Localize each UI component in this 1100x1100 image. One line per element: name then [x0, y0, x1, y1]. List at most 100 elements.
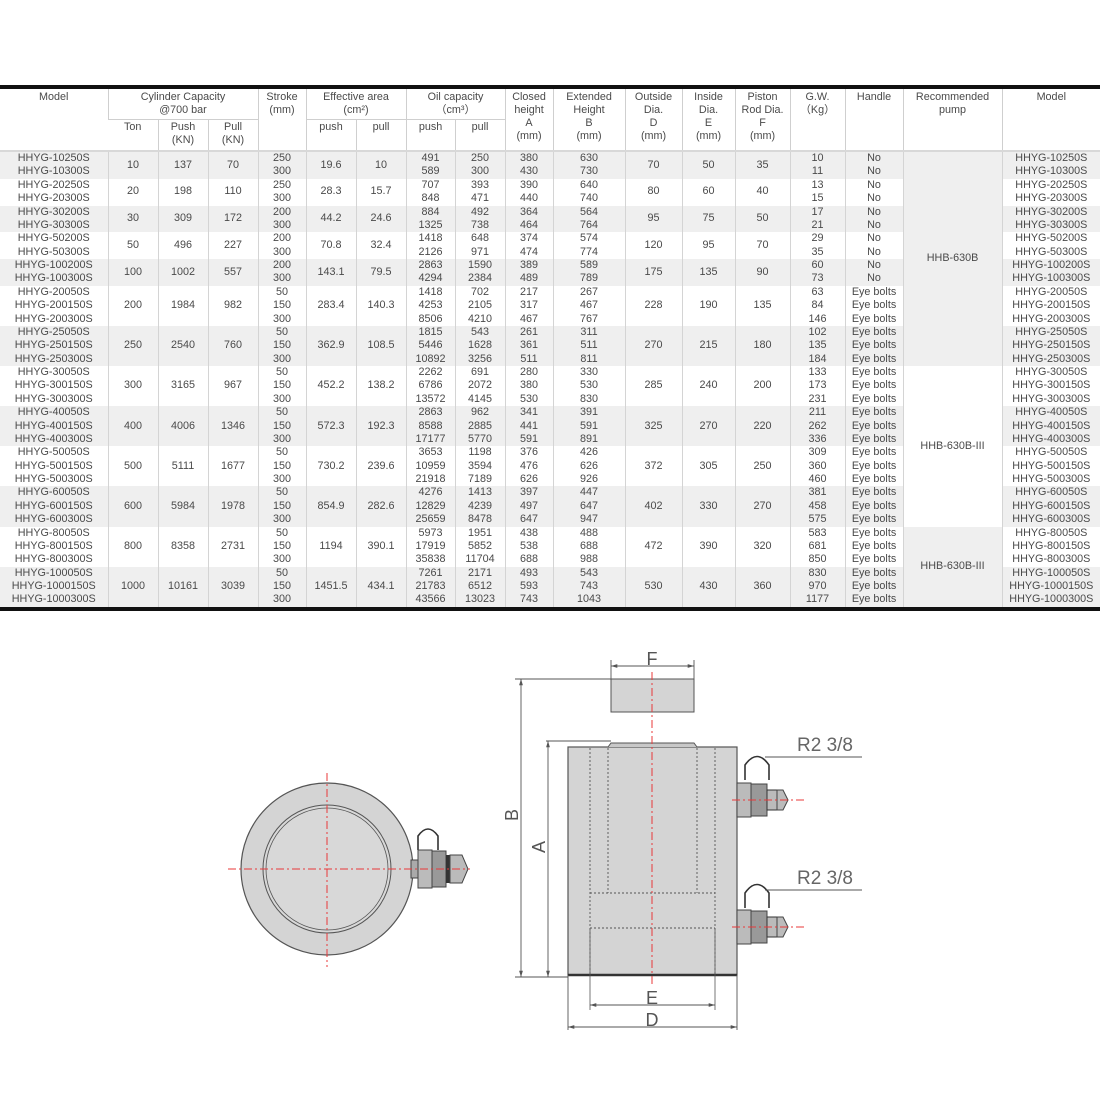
closed-height-cell-line: 493 [520, 566, 539, 579]
model-cell: HHYG-30200S HHYG-30300S [0, 205, 108, 233]
handle-cell-line: Eye bolts [851, 499, 897, 512]
table-row-group: HHYG-25050S HHYG-250150S HHYG-250300S 250 25… [0, 325, 1100, 366]
gross-weight-cell: 60 73 [789, 259, 846, 286]
gross-weight-cell-line: 830 [808, 566, 827, 579]
model-cell-line: HHYG-60050S [17, 486, 90, 499]
oil-pull-cell: 1590 2384 [454, 259, 506, 286]
oil-push-cell-line: 35838 [415, 553, 446, 566]
inside-dia-cell: 135 [681, 259, 736, 286]
extended-height-cell-line: 564 [580, 205, 599, 218]
handle-cell-line: Eye bolts [851, 379, 897, 392]
piston-rod-dia-cell: 135 [734, 285, 791, 326]
handle-cell-line: Eye bolts [851, 312, 897, 325]
extended-height-cell-line: 574 [580, 232, 599, 245]
oil-pull-cell-line: 393 [471, 178, 490, 191]
extended-height-cell: 589 789 [552, 259, 626, 286]
dimension-label-f: F [647, 649, 658, 669]
header-push-kn: Push (KN) [157, 119, 208, 151]
model-right-cell: HHYG-40050S HHYG-400150S HHYG-400300S [1001, 406, 1100, 447]
handle-cell-line: No [867, 259, 881, 271]
stroke-cell-line: 150 [273, 499, 292, 512]
model-right-cell-line: HHYG-50050S [1015, 446, 1088, 459]
oil-pull-cell: 250 300 [454, 151, 506, 179]
oil-push-cell: 1418 2126 [405, 232, 456, 259]
closed-height-cell: 341 441 591 [504, 406, 554, 447]
outside-dia-cell: 372 [624, 446, 683, 487]
effective-push-cell: 44.2 [305, 205, 357, 233]
oil-pull-cell-line: 7189 [468, 473, 493, 485]
model-cell: HHYG-20250S HHYG-20300S [0, 178, 108, 206]
closed-height-cell-line: 390 [520, 178, 539, 191]
stroke-cell-line: 150 [273, 339, 292, 352]
extended-height-cell: 543 743 1043 [552, 566, 626, 609]
stroke-cell: 200 300 [257, 232, 307, 259]
model-right-cell-line: HHYG-80050S [1015, 526, 1088, 539]
table-row-group: HHYG-100200S HHYG-100300S 100 1002 557 200 300… [0, 259, 1100, 286]
effective-push-cell: 452.2 [305, 366, 357, 407]
extended-height-cell: 447 647 947 [552, 486, 626, 527]
model-right-cell-line: HHYG-400150S [1012, 419, 1091, 432]
oil-push-cell-line: 21783 [415, 580, 446, 592]
model-cell-line: HHYG-20300S [17, 192, 90, 205]
gross-weight-cell: 63 84 146 [789, 285, 846, 326]
oil-pull-cell-line: 4145 [468, 392, 493, 405]
handle-cell: No No [844, 205, 904, 233]
oil-push-cell-line: 12829 [415, 499, 446, 512]
push-kn-cell: 137 [157, 151, 208, 179]
effective-push-cell: 362.9 [305, 325, 357, 366]
inside-dia-cell: 60 [681, 178, 736, 206]
model-cell-line: HHYG-500150S [14, 459, 93, 472]
oil-pull-cell: 691 2072 4145 [454, 366, 506, 407]
ton-cell: 800 [107, 526, 158, 567]
closed-height-cell-line: 538 [520, 539, 539, 552]
model-right-cell: HHYG-30200S HHYG-30300S [1001, 205, 1100, 233]
header-effective-area: Effective area (cm²) [305, 87, 407, 120]
gross-weight-cell: 830 970 1177 [789, 566, 846, 609]
oil-pull-cell: 1413 4239 8478 [454, 486, 506, 527]
closed-height-cell-line: 389 [520, 259, 539, 271]
stroke-cell-line: 300 [273, 473, 292, 485]
oil-push-cell-line: 848 [421, 192, 440, 205]
header-model: Model [39, 91, 69, 103]
header-cylinder-capacity: Cylinder Capacity @700 bar [107, 87, 259, 120]
header-piston-rod-dia: Piston Rod Dia. F (mm) [734, 87, 791, 151]
model-right-cell-line: HHYG-300300S [1012, 392, 1091, 405]
closed-height-cell-line: 341 [520, 406, 539, 419]
model-right-cell: HHYG-80050S HHYG-800150S HHYG-800300S [1001, 526, 1100, 567]
model-cell-line: HHYG-50050S [17, 446, 90, 459]
handle-cell-line: Eye bolts [851, 366, 897, 378]
model-cell: HHYG-50200S HHYG-50300S [0, 232, 108, 259]
model-right-cell-line: HHYG-200300S [1012, 312, 1091, 325]
model-cell-line: HHYG-800150S [14, 539, 93, 552]
stroke-cell-line: 250 [273, 152, 292, 164]
inside-dia-cell: 270 [681, 406, 736, 447]
oil-pull-cell: 393 471 [454, 178, 506, 206]
specification-table: Model Cylinder Capacity @700 bar Stroke … [0, 85, 1100, 611]
stroke-cell-line: 300 [273, 352, 292, 365]
handle-cell-line: Eye bolts [851, 446, 897, 459]
extended-height-cell-line: 467 [580, 299, 599, 312]
effective-pull-cell: 140.3 [355, 285, 407, 326]
gross-weight-cell-line: 21 [811, 218, 824, 231]
table-row-group: HHYG-100050S HHYG-1000150S HHYG-1000300S 10… [0, 566, 1100, 609]
handle-cell-line: Eye bolts [851, 432, 897, 445]
push-kn-cell: 3165 [157, 366, 208, 407]
handle-cell-line: Eye bolts [851, 352, 897, 365]
model-right-cell-line: HHYG-60050S [1015, 486, 1088, 499]
model-right-cell: HHYG-50200S HHYG-50300S [1001, 232, 1100, 259]
model-cell: HHYG-100200S HHYG-100300S [0, 259, 108, 286]
closed-height-cell-line: 441 [520, 419, 539, 432]
oil-push-cell-line: 4276 [418, 486, 443, 499]
oil-pull-cell-line: 5770 [468, 432, 493, 445]
oil-pull-cell-line: 8478 [468, 513, 493, 526]
ton-cell: 500 [107, 446, 158, 487]
model-right-cell: HHYG-10250S HHYG-10300S [1001, 151, 1100, 179]
gross-weight-cell-line: 102 [808, 325, 827, 338]
model-cell-line: HHYG-250300S [14, 352, 93, 365]
handle-cell: No No [844, 232, 904, 259]
effective-pull-cell: 10 [355, 151, 407, 179]
closed-height-cell: 280 380 530 [504, 366, 554, 407]
model-cell-line: HHYG-10300S [17, 165, 90, 178]
push-kn-cell: 496 [157, 232, 208, 259]
header-eff-pull: pull [355, 119, 407, 151]
